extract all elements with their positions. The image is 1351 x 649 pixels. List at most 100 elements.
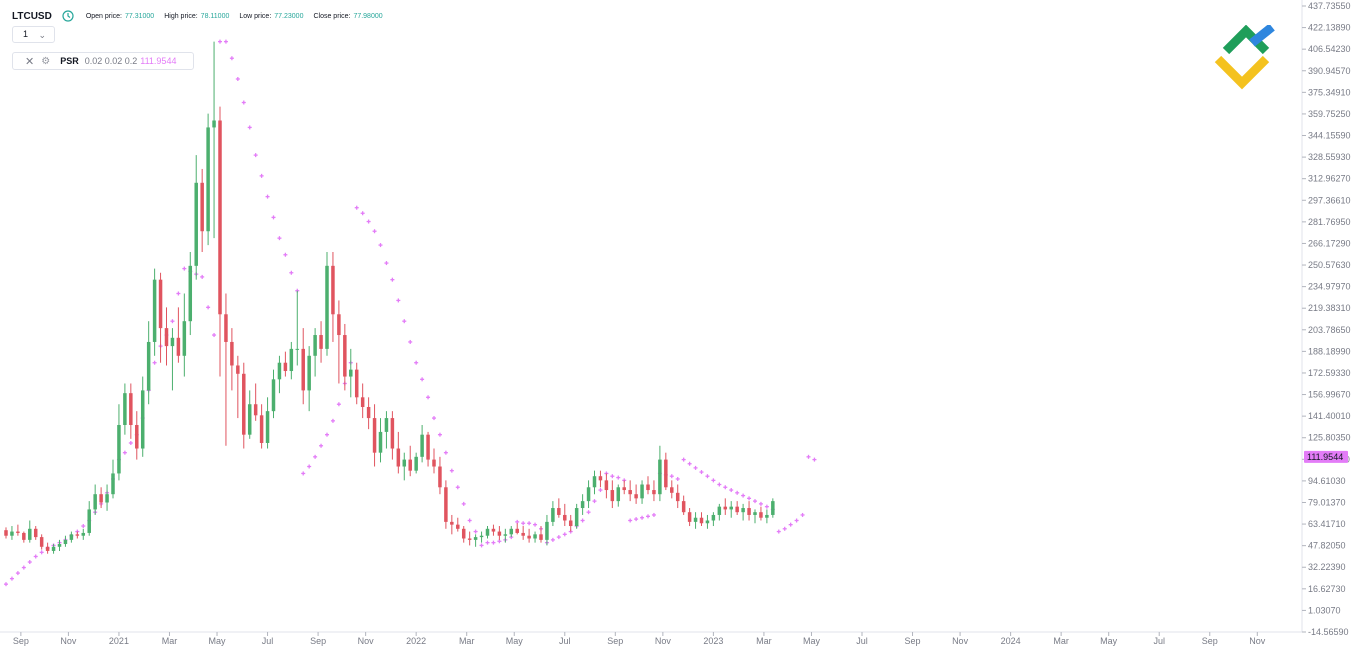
x-tick-label: 2022 xyxy=(406,636,426,646)
y-tick-label: 328.55930 xyxy=(1308,152,1351,162)
candle xyxy=(616,484,621,507)
y-tick-label: 1.03070 xyxy=(1308,605,1341,615)
candle-body xyxy=(224,314,228,342)
psar-price-label: 111.9544 xyxy=(1307,452,1343,462)
y-tick-label: 32.22390 xyxy=(1308,562,1346,572)
candle-body xyxy=(515,528,519,533)
candle-body xyxy=(325,265,329,349)
candle xyxy=(319,321,323,363)
candle-body xyxy=(16,531,20,533)
clock-icon[interactable] xyxy=(62,10,74,22)
candle-body xyxy=(28,528,32,540)
candle-body xyxy=(444,487,448,522)
psar-point xyxy=(782,526,787,531)
psar-point xyxy=(628,518,633,523)
x-tick-label: Nov xyxy=(60,636,77,646)
candle xyxy=(218,106,222,377)
symbol-label[interactable]: LTCUSD xyxy=(12,10,52,22)
psar-point xyxy=(39,550,44,555)
psar-point xyxy=(235,76,240,81)
psar-point xyxy=(449,468,454,473)
psar-point xyxy=(176,291,181,296)
candle xyxy=(675,484,680,509)
psar-point xyxy=(21,565,26,570)
candle xyxy=(176,307,181,363)
candle xyxy=(295,290,300,366)
candle xyxy=(45,542,50,554)
psar-point xyxy=(800,512,805,517)
candle-body xyxy=(670,487,674,493)
candle xyxy=(491,524,496,536)
candle xyxy=(509,526,514,538)
candle-body xyxy=(634,494,638,499)
candle-body xyxy=(289,348,294,372)
psar-point xyxy=(396,298,401,303)
psar-point xyxy=(598,488,603,493)
psar-point xyxy=(128,440,133,445)
candle-body xyxy=(295,348,300,350)
psar-point xyxy=(675,476,680,481)
candle xyxy=(408,445,412,477)
psar-point xyxy=(330,418,335,423)
close-icon[interactable]: ✕ xyxy=(25,55,35,68)
close-price: Close price: 77.98000 xyxy=(313,12,383,20)
x-tick-label: May xyxy=(1100,636,1118,646)
candle xyxy=(479,531,484,543)
y-tick-label: 188.18990 xyxy=(1308,346,1351,356)
candle xyxy=(99,487,103,509)
psar-point xyxy=(556,535,561,540)
candle-body xyxy=(675,492,680,502)
candle-body xyxy=(753,512,757,515)
candle-body xyxy=(366,407,371,419)
candle-body xyxy=(765,514,769,518)
candle xyxy=(586,480,591,509)
candle-body xyxy=(146,341,151,391)
candle xyxy=(93,484,97,515)
candle xyxy=(729,501,733,518)
candle-body xyxy=(265,411,270,443)
candle-body xyxy=(378,431,383,453)
psar-point xyxy=(283,252,288,257)
candle xyxy=(57,539,62,551)
psar-point xyxy=(515,519,520,524)
candle-body xyxy=(681,501,686,513)
candle-body xyxy=(658,459,662,495)
x-tick-label: Nov xyxy=(952,636,969,646)
psar-point xyxy=(354,205,359,210)
candle xyxy=(51,544,56,554)
candle-body xyxy=(759,512,763,518)
interval-value: 1 xyxy=(23,29,29,39)
candle xyxy=(521,526,525,540)
candle-body xyxy=(75,534,80,536)
candle-body xyxy=(497,531,502,536)
candle xyxy=(414,452,418,474)
psar-point xyxy=(182,266,187,271)
psar-point xyxy=(794,518,799,523)
candle xyxy=(664,452,668,491)
candle xyxy=(461,526,466,543)
candle-body xyxy=(117,424,121,474)
candle-body xyxy=(533,534,537,539)
y-tick-label: 172.59330 xyxy=(1308,368,1351,378)
candle-body xyxy=(360,397,365,408)
candle-body xyxy=(557,508,561,515)
candle-body xyxy=(331,265,335,315)
candle-body xyxy=(194,182,198,266)
psar-point xyxy=(521,521,526,526)
candle xyxy=(610,480,615,509)
low-price-value: 77.23000 xyxy=(274,12,304,20)
candle-body xyxy=(432,459,436,467)
candle-body xyxy=(99,494,103,503)
gear-icon[interactable]: ⚙ xyxy=(41,55,51,67)
candle xyxy=(456,517,460,532)
candle xyxy=(568,514,573,532)
psar-point xyxy=(467,518,472,523)
interval-dropdown[interactable]: 1 ⌄ xyxy=(12,26,55,43)
candle-body xyxy=(568,520,573,527)
candle-body xyxy=(598,476,603,481)
psar-point xyxy=(9,576,14,581)
x-tick-label: Nov xyxy=(655,636,672,646)
y-axis-ticks: 437.73550 422.13890 406.54230 390.94570 375.… xyxy=(1302,1,1351,637)
candle-body xyxy=(230,341,234,366)
